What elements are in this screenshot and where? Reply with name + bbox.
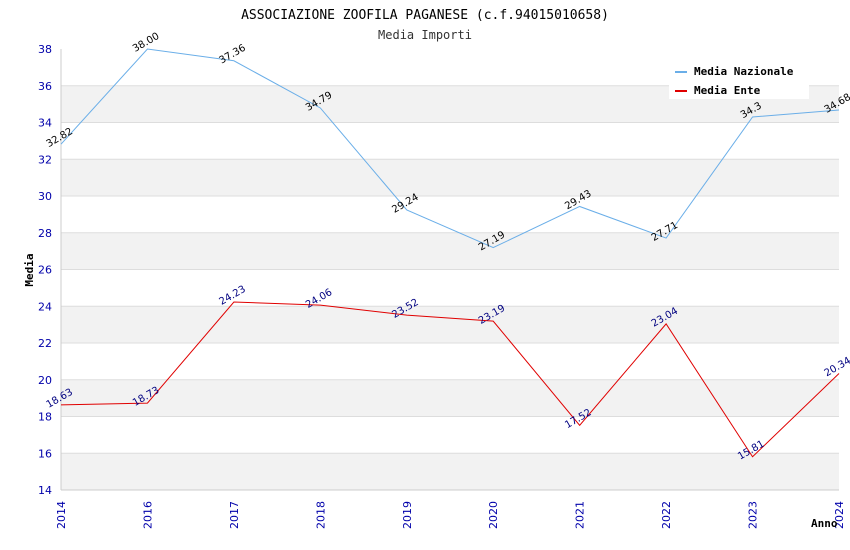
series-line-nazionale [60,48,840,249]
y-tick-label: 32 [38,153,52,166]
x-tick-label: 2014 [55,501,68,529]
y-tick-label: 38 [38,43,52,56]
y-tick-label: 36 [38,80,52,93]
grid-band [61,379,839,417]
y-tick-label: 20 [38,374,52,387]
y-axis-ticks: 14 16 18 20 22 24 26 28 30 32 34 36 38 [38,43,52,497]
y-tick-label: 26 [38,264,52,277]
y-tick-label: 34 [38,117,52,130]
legend-label-ente: Media Ente [694,84,761,97]
x-tick-label: 2018 [314,501,327,529]
x-tick-label: 2017 [228,501,241,529]
y-tick-label: 16 [38,447,52,460]
grid-band [61,306,839,343]
grid-band [61,232,839,270]
y-tick-label: 18 [38,411,52,424]
chart-subtitle: Media Importi [378,28,472,42]
legend: Media Nazionale Media Ente [669,59,809,99]
x-axis-ticks: 2014 2016 2017 2018 2019 2020 2021 2022 2023 2024 [55,501,846,529]
y-axis-label: Media [23,253,36,286]
series-line-ente [60,301,840,458]
chart-title: ASSOCIAZIONE ZOOFILA PAGANESE (c.f.94015… [241,8,609,23]
x-tick-label: 2020 [487,501,500,529]
x-tick-label: 2023 [747,501,760,529]
x-tick-label: 2024 [833,501,846,529]
plot-background [60,49,839,491]
x-tick-label: 2019 [401,501,414,529]
x-tick-label: 2022 [660,501,673,529]
legend-label-nazionale: Media Nazionale [694,65,794,78]
grid-band [61,453,839,490]
legend-box [669,59,809,99]
x-axis-label: Anno [811,517,838,530]
y-tick-label: 22 [38,337,52,350]
y-tick-label: 28 [38,227,52,240]
x-tick-label: 2016 [141,501,154,529]
y-tick-label: 24 [38,300,52,313]
grid-band [61,159,839,196]
x-tick-label: 2021 [574,501,587,529]
y-tick-label: 14 [38,484,52,497]
y-tick-label: 30 [38,190,52,203]
series-lines [60,48,840,458]
